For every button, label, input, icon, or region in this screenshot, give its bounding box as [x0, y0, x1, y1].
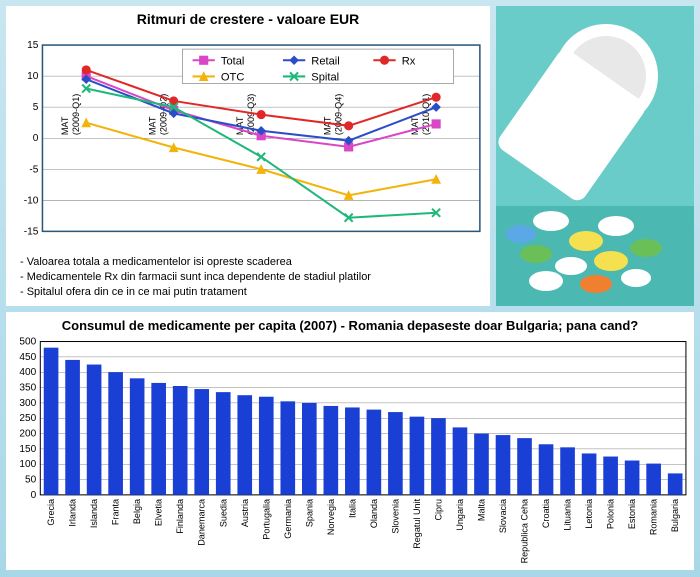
- svg-text:Estonia: Estonia: [627, 498, 637, 529]
- svg-text:400: 400: [19, 367, 36, 378]
- svg-text:OTC: OTC: [221, 71, 244, 83]
- svg-text:350: 350: [19, 383, 36, 394]
- per-capita-panel: Consumul de medicamente per capita (2007…: [6, 312, 694, 570]
- svg-text:Letonia: Letonia: [584, 498, 594, 529]
- svg-text:Romania: Romania: [649, 498, 659, 535]
- svg-text:Bulgaria: Bulgaria: [670, 498, 680, 532]
- svg-text:Polonia: Polonia: [606, 498, 616, 529]
- svg-text:MAT: MAT: [322, 116, 332, 135]
- svg-text:Elvetia: Elvetia: [154, 498, 164, 526]
- svg-text:Suedia: Suedia: [218, 498, 228, 527]
- svg-text:200: 200: [19, 429, 36, 440]
- per-capita-title: Consumul de medicamente per capita (2007…: [6, 312, 694, 335]
- svg-text:Germania: Germania: [283, 498, 293, 539]
- growth-rates-panel: Ritmuri de crestere - valoare EUR -15 -10…: [6, 6, 490, 306]
- svg-text:Malta: Malta: [477, 498, 487, 521]
- svg-text:Croatia: Croatia: [541, 498, 551, 528]
- svg-text:Lituania: Lituania: [563, 498, 573, 531]
- svg-text:250: 250: [19, 413, 36, 424]
- svg-text:MAT: MAT: [147, 116, 157, 135]
- svg-text:-10: -10: [24, 195, 39, 206]
- svg-text:Republica Ceha: Republica Ceha: [520, 498, 530, 563]
- svg-text:Irlanda: Irlanda: [68, 498, 78, 527]
- svg-text:Belgia: Belgia: [132, 498, 142, 524]
- svg-text:Ungaria: Ungaria: [455, 498, 465, 531]
- svg-text:Franta: Franta: [111, 498, 121, 525]
- svg-text:Olanda: Olanda: [369, 498, 379, 528]
- chart-note-line: - Spitalul ofera din ce in ce mai putin …: [20, 285, 482, 300]
- svg-text:500: 500: [19, 337, 36, 348]
- svg-text:50: 50: [25, 475, 37, 486]
- svg-text:Grecia: Grecia: [46, 498, 56, 526]
- svg-text:Finlanda: Finlanda: [175, 498, 185, 534]
- svg-text:MAT: MAT: [410, 116, 420, 135]
- svg-text:Italia: Italia: [347, 498, 357, 518]
- svg-text:(2009-Q2): (2009-Q2): [159, 94, 169, 136]
- svg-text:Portugalia: Portugalia: [261, 498, 271, 540]
- svg-text:Austria: Austria: [240, 498, 250, 527]
- svg-text:10: 10: [27, 71, 39, 82]
- svg-text:(2009-Q1): (2009-Q1): [71, 94, 81, 136]
- svg-text:Regatul Unit: Regatul Unit: [412, 498, 422, 548]
- svg-text:Islanda: Islanda: [89, 498, 99, 528]
- svg-text:-5: -5: [29, 164, 38, 175]
- svg-text:MAT: MAT: [60, 116, 70, 135]
- svg-text:0: 0: [31, 490, 37, 501]
- svg-text:Slovacia: Slovacia: [498, 498, 508, 533]
- chart-note-line: - Medicamentele Rx din farmacii sunt inc…: [20, 270, 482, 285]
- svg-text:0: 0: [33, 133, 39, 144]
- per-capita-bar-chart: 0 50 100 150 200 250 300 350 400 450 500 Grecia Irla…: [6, 335, 694, 570]
- svg-text:(2009-Q4): (2009-Q4): [334, 94, 344, 136]
- chart-note-line: - Valoarea totala a medicamentelor isi o…: [20, 255, 482, 270]
- svg-text:Norvegia: Norvegia: [326, 498, 336, 535]
- svg-text:100: 100: [19, 459, 36, 470]
- svg-text:-15: -15: [24, 226, 39, 237]
- svg-text:5: 5: [33, 102, 39, 113]
- svg-text:Danemarca: Danemarca: [197, 498, 207, 546]
- svg-text:450: 450: [19, 352, 36, 363]
- growth-chart-title: Ritmuri de crestere - valoare EUR: [6, 6, 490, 29]
- svg-text:Retail: Retail: [311, 55, 339, 67]
- svg-text:Cipru: Cipru: [433, 499, 443, 521]
- svg-text:150: 150: [19, 444, 36, 455]
- chart-notes: - Valoarea totala a medicamentelor isi o…: [6, 251, 490, 306]
- svg-text:Total: Total: [221, 55, 245, 67]
- pills-photo: [496, 6, 694, 306]
- svg-text:Spital: Spital: [311, 71, 339, 83]
- svg-text:Spania: Spania: [304, 498, 314, 527]
- growth-line-chart: -15-10-5051015MAT(2009-Q1)MAT(2009-Q2)MA…: [6, 29, 490, 251]
- svg-text:Rx: Rx: [402, 55, 416, 67]
- svg-text:Slovenia: Slovenia: [390, 498, 400, 534]
- svg-text:300: 300: [19, 398, 36, 409]
- svg-text:15: 15: [27, 40, 39, 51]
